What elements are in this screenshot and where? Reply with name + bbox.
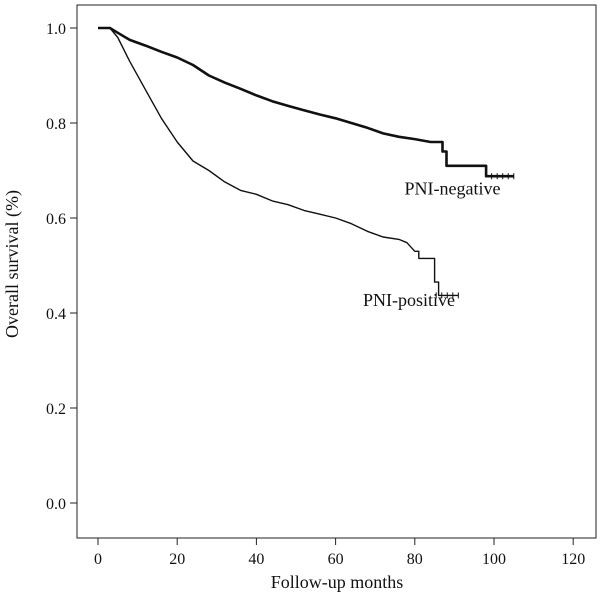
- axes: 0 20 40 60 80 100 120 0.0 0.2 0.4 0.6 0.8 1.0: [46, 21, 585, 568]
- y-tick-label: 0.8: [46, 116, 66, 133]
- series-label-pni-positive: PNI-positive: [363, 290, 455, 310]
- y-axis-label: Overall survival (%): [2, 190, 23, 338]
- x-tick-label: 20: [169, 551, 185, 568]
- y-tick-label: 0.2: [46, 401, 66, 418]
- x-tick-label: 0: [94, 551, 102, 568]
- y-tick-label: 0.4: [46, 306, 66, 323]
- series-label-pni-negative: PNI-negative: [405, 178, 501, 198]
- plot-frame: [76, 4, 597, 539]
- survival-curves: [98, 26, 515, 299]
- x-tick-label: 80: [407, 551, 423, 568]
- y-tick-label: 1.0: [46, 21, 66, 38]
- y-tick-label: 0.0: [46, 496, 66, 513]
- series-line-pni-positive: [98, 27, 459, 297]
- x-tick-label: 120: [561, 551, 585, 568]
- y-tick-label: 0.6: [46, 211, 66, 228]
- x-axis-label: Follow-up months: [271, 572, 404, 592]
- series-line-pni-negative: [98, 26, 514, 178]
- x-tick-label: 100: [482, 551, 506, 568]
- x-tick-label: 40: [248, 551, 264, 568]
- x-tick-label: 60: [328, 551, 344, 568]
